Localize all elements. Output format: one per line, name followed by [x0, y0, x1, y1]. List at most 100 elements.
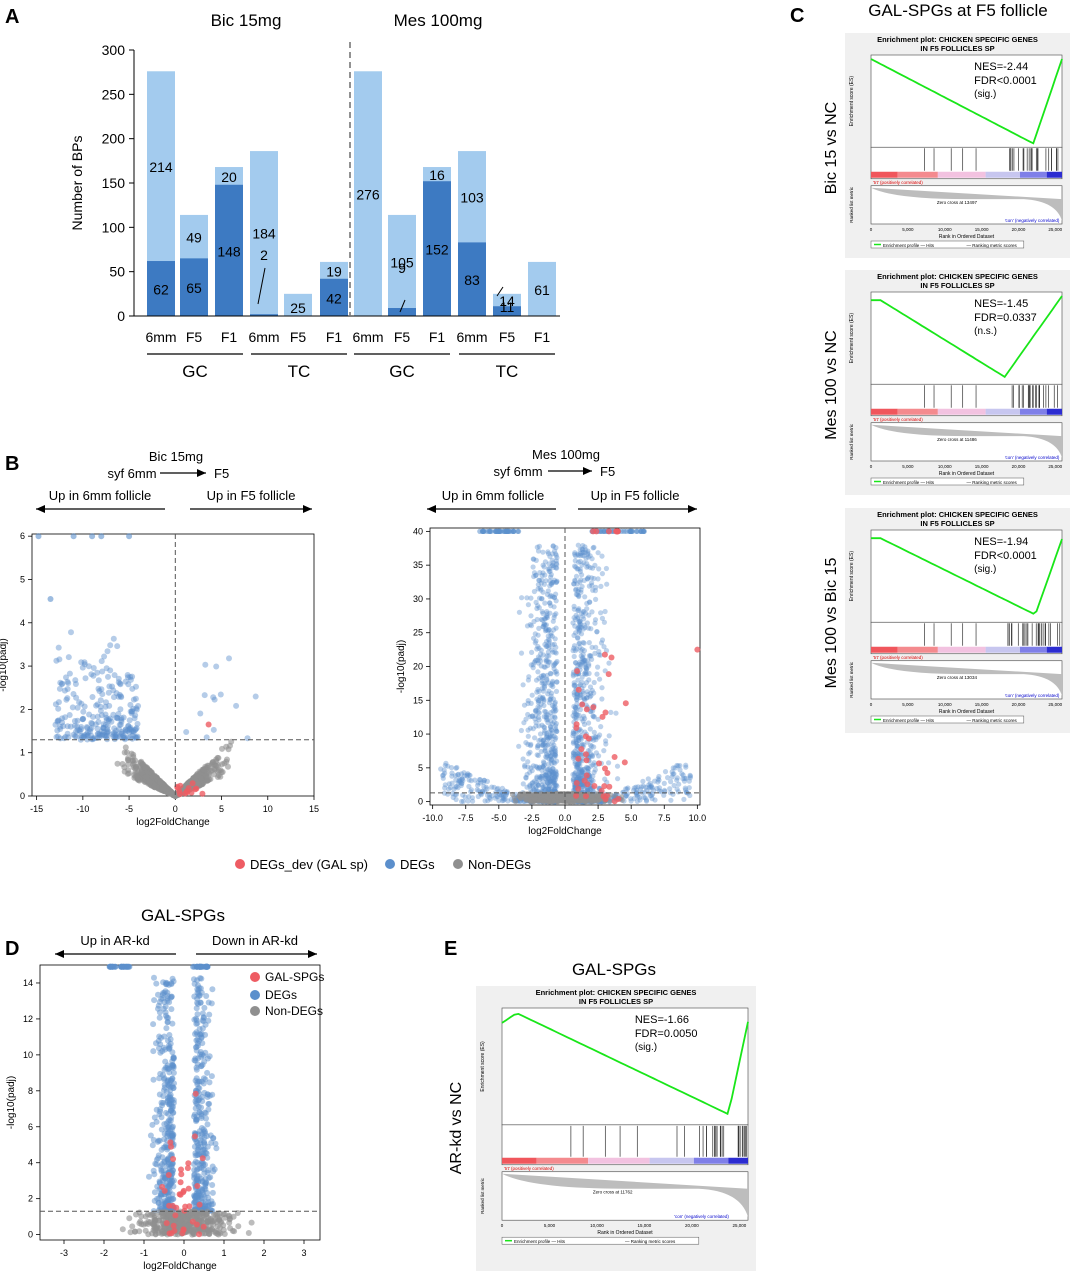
volcano-mes-deg [553, 782, 559, 788]
volcano-mes-deg [575, 626, 581, 632]
volcano-mes-deg [550, 618, 556, 624]
volcano-mes-deg [573, 630, 579, 636]
volcano-mes-deg [583, 665, 589, 671]
volcano-mes-deg [584, 695, 590, 701]
bar-total [284, 293, 312, 316]
volcano-mes-deg [545, 719, 551, 726]
volcano-mes-deg [588, 763, 594, 769]
volcano-mes-deg [606, 760, 612, 766]
volcano-ar-deg [165, 1077, 172, 1084]
volcano-mes-deg [551, 749, 557, 755]
volcano-mes-deg-dev [622, 700, 629, 707]
volcano-mes-deg [552, 760, 558, 766]
volcano-bic-deg [126, 533, 133, 540]
volcano-mes-deg [489, 784, 495, 790]
volcano-mes-deg [546, 627, 552, 633]
volcano-mes-deg [535, 782, 541, 788]
volcano-mes-deg [588, 693, 594, 699]
volcano-mes-deg [464, 772, 470, 778]
volcano-bic-non-deg [114, 760, 121, 767]
volcano-mes-deg [529, 713, 536, 719]
gsea-c3-pos-label: 'trt' (positively correlated) [873, 655, 923, 660]
gsea-c1-legend-text-b: — Ranking metric scores [967, 243, 1018, 248]
panel-d-title: GAL-SPGs [141, 906, 225, 925]
volcano-mes-deg [552, 751, 559, 757]
volcano-ar-deg [165, 1196, 172, 1203]
volcano-mes-deg [589, 743, 595, 749]
volcano-mes-deg [446, 786, 452, 792]
volcano-mes-deg [544, 754, 550, 761]
gsea-c1-rank-color [937, 171, 986, 178]
volcano-mes-deg [593, 644, 599, 651]
volcano-ar-deg [170, 978, 177, 985]
volcano-mes-deg-dev [573, 724, 580, 731]
volcano-mes-deg [577, 707, 584, 713]
volcano-bic-deg [122, 726, 129, 733]
panel-a-x-tick-label: F5 [394, 329, 411, 345]
volcano-bic-deg [64, 678, 71, 685]
legend-label: DEGs [400, 857, 435, 872]
volcano-mes-deg [541, 762, 547, 768]
volcano-mes-deg [540, 742, 546, 748]
volcano-mes-deg [573, 734, 579, 740]
volcano-mes-deg-dev [583, 772, 590, 779]
volcano-bic-deg [127, 701, 134, 708]
volcano-ar-deg [160, 1099, 167, 1106]
volcano-mes-deg [598, 583, 604, 590]
volcano-mes-deg [575, 677, 581, 683]
volcano-bic-deg [72, 681, 79, 687]
volcano-mes-deg [544, 715, 550, 721]
volcano-ar-deg [163, 1025, 170, 1032]
volcano-mes-deg [546, 566, 553, 572]
volcano-mes-deg [541, 685, 548, 691]
volcano-mes-deg [633, 790, 639, 796]
volcano-ar-y-tick-label: 12 [23, 1014, 33, 1024]
volcano-ar-deg [191, 1161, 197, 1168]
volcano-mes-deg [585, 765, 592, 771]
volcano-bic-deg [127, 724, 134, 731]
volcano-mes-deg [549, 714, 555, 720]
volcano-mes-deg [543, 627, 549, 633]
volcano-mes-deg [662, 769, 669, 775]
volcano-ar-x-tick-label: -3 [60, 1248, 68, 1258]
volcano-ar-deg [205, 1194, 212, 1201]
volcano-bic-deg [90, 713, 96, 720]
volcano-mes-deg [547, 568, 553, 575]
volcano-bic-deg [126, 729, 133, 736]
volcano-mes-deg [649, 796, 655, 802]
volcano-mes-deg-dev [605, 671, 612, 678]
volcano-bic-deg [203, 734, 210, 741]
gsea-c3-metric-label: Ranked list metric [849, 661, 854, 698]
volcano-mes-deg [442, 785, 448, 791]
volcano-mes-deg [591, 714, 598, 720]
volcano-ar-deg [208, 1000, 215, 1007]
volcano-bic-deg [110, 711, 117, 718]
volcano-mes-deg [500, 794, 506, 801]
volcano-bic-deg [210, 694, 217, 701]
volcano-mes-deg [586, 640, 592, 646]
volcano-ar-deg [199, 1010, 206, 1017]
volcano-bic-y-tick-label: 3 [20, 661, 25, 671]
volcano-mes-deg [487, 795, 493, 801]
volcano-bic-deg [80, 708, 87, 715]
volcano-mes-deg [537, 731, 544, 737]
gsea-c2-metric-frame [870, 422, 1063, 462]
volcano-mes-deg [535, 699, 542, 706]
volcano-bic-xlabel: log2FoldChange [136, 817, 210, 828]
volcano-mes-deg [549, 761, 555, 767]
volcano-mes-deg [547, 659, 553, 665]
volcano-mes-deg [573, 706, 579, 712]
volcano-mes-deg [459, 798, 465, 805]
volcano-bic-deg [114, 715, 121, 722]
volcano-bic-deg [110, 635, 117, 642]
volcano-mes-deg [538, 647, 544, 653]
volcano-bic-deg [107, 642, 114, 649]
volcano-mes-deg [528, 595, 534, 601]
volcano-mes-deg [553, 660, 559, 666]
volcano-mes-deg [549, 769, 555, 775]
volcano-bic-deg [67, 723, 74, 730]
bar-value-label-bottom: 11 [500, 299, 515, 315]
volcano-mes-deg [494, 786, 500, 792]
volcano-mes-deg [553, 611, 559, 617]
volcano-mes-x-tick-label: -5.0 [491, 813, 507, 823]
